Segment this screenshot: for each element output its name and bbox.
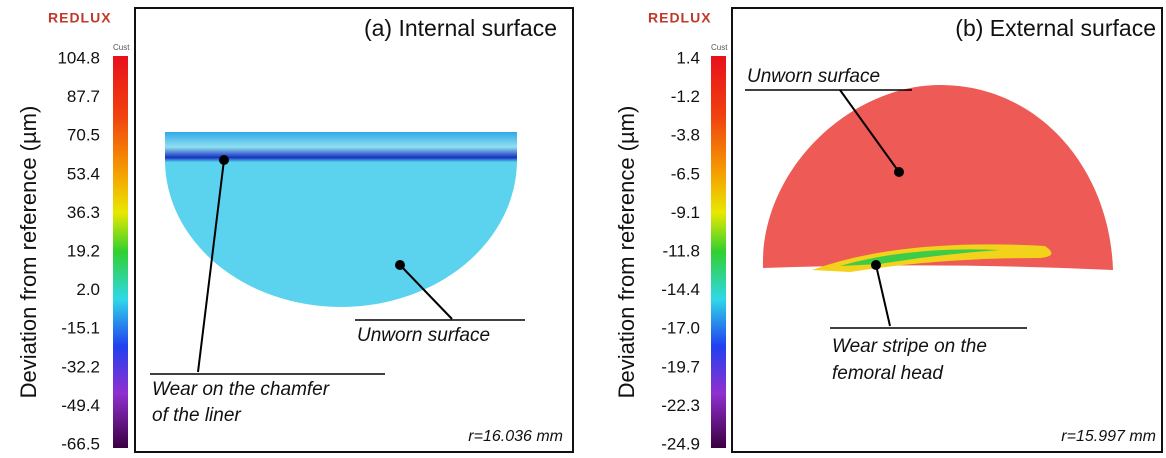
annotation: of the liner xyxy=(152,405,241,426)
annotation: femoral head xyxy=(832,363,944,384)
colorbar-tick-label: 36.3 xyxy=(67,203,100,222)
colorbar-tick-label: -22.3 xyxy=(661,396,700,415)
panel-title: (b) External surface xyxy=(955,15,1156,41)
colorbar-tick-label: 53.4 xyxy=(67,164,100,183)
frame xyxy=(134,7,574,453)
colorbar-tick-label: -14.4 xyxy=(661,280,700,299)
colorbar-tick-label: 1.4 xyxy=(676,48,700,67)
colorbar-label: Cust xyxy=(113,43,130,52)
colorbar-tick-label: -19.7 xyxy=(661,357,700,376)
annotation: Wear on the chamfer xyxy=(152,379,330,400)
colorbar-tick-label: -32.2 xyxy=(61,357,100,376)
leader xyxy=(875,264,891,327)
wear-stripe-core xyxy=(840,249,1000,266)
annotation: Unworn surface xyxy=(357,325,490,346)
axis-label: Deviation from reference (µm) xyxy=(614,106,639,399)
colorbar-tick-label: -3.8 xyxy=(671,126,700,145)
colorbar-tick-label: 19.2 xyxy=(67,241,100,260)
logo: REDLUX xyxy=(48,10,112,26)
colorbar-label: Cust xyxy=(711,43,728,52)
surface-map xyxy=(762,85,1113,270)
ticks: 1.4 -1.2 -3.8 -6.5 -9.1 -11.8 -14.4 -17.0 -19.7 -… xyxy=(661,48,700,453)
logo: REDLUX xyxy=(648,10,712,26)
colorbar-tick-label: -11.8 xyxy=(663,241,701,260)
colorbar-tick-label: 70.5 xyxy=(67,126,100,145)
colorbar-tick-label: -15.1 xyxy=(61,319,100,338)
colorbar-tick-label: -17.0 xyxy=(661,319,700,338)
axis-label: Deviation from reference (µm) xyxy=(16,106,41,399)
panel-b: REDLUX Cust Deviation from reference (µm… xyxy=(614,7,1163,453)
colorbar-tick-label: -1.2 xyxy=(671,87,700,106)
colorbar-tick-label: -6.5 xyxy=(671,164,700,183)
colorbar-tick-label: -66.5 xyxy=(61,434,100,453)
radius: r=15.997 mm xyxy=(1061,428,1156,445)
leader xyxy=(839,89,900,173)
colorbar-tick-label: -49.4 xyxy=(61,396,100,415)
panel-a: REDLUX Cust Deviation from reference (µm… xyxy=(16,7,574,453)
annotation: Unworn surface xyxy=(747,66,880,87)
colorbar-tick-label: -24.9 xyxy=(661,434,700,453)
frame xyxy=(731,7,1163,453)
colorbar xyxy=(711,56,726,448)
leader xyxy=(399,264,453,320)
panel-title: (a) Internal surface xyxy=(364,15,557,41)
annotation: Wear stripe on the xyxy=(832,336,987,357)
colorbar xyxy=(113,56,128,448)
colorbar-tick-label: -9.1 xyxy=(671,203,700,222)
surface-map xyxy=(165,160,517,307)
colorbar-tick-label: 2.0 xyxy=(76,280,100,299)
colorbar-tick-label: 87.7 xyxy=(67,87,100,106)
ticks: 104.8 87.7 70.5 53.4 36.3 19.2 2.0 -15.1 -32.2 -4… xyxy=(57,48,100,453)
colorbar-tick-label: 104.8 xyxy=(57,48,100,67)
leader xyxy=(197,159,225,373)
chamfer-map xyxy=(165,132,517,162)
radius: r=16.036 mm xyxy=(468,428,563,445)
